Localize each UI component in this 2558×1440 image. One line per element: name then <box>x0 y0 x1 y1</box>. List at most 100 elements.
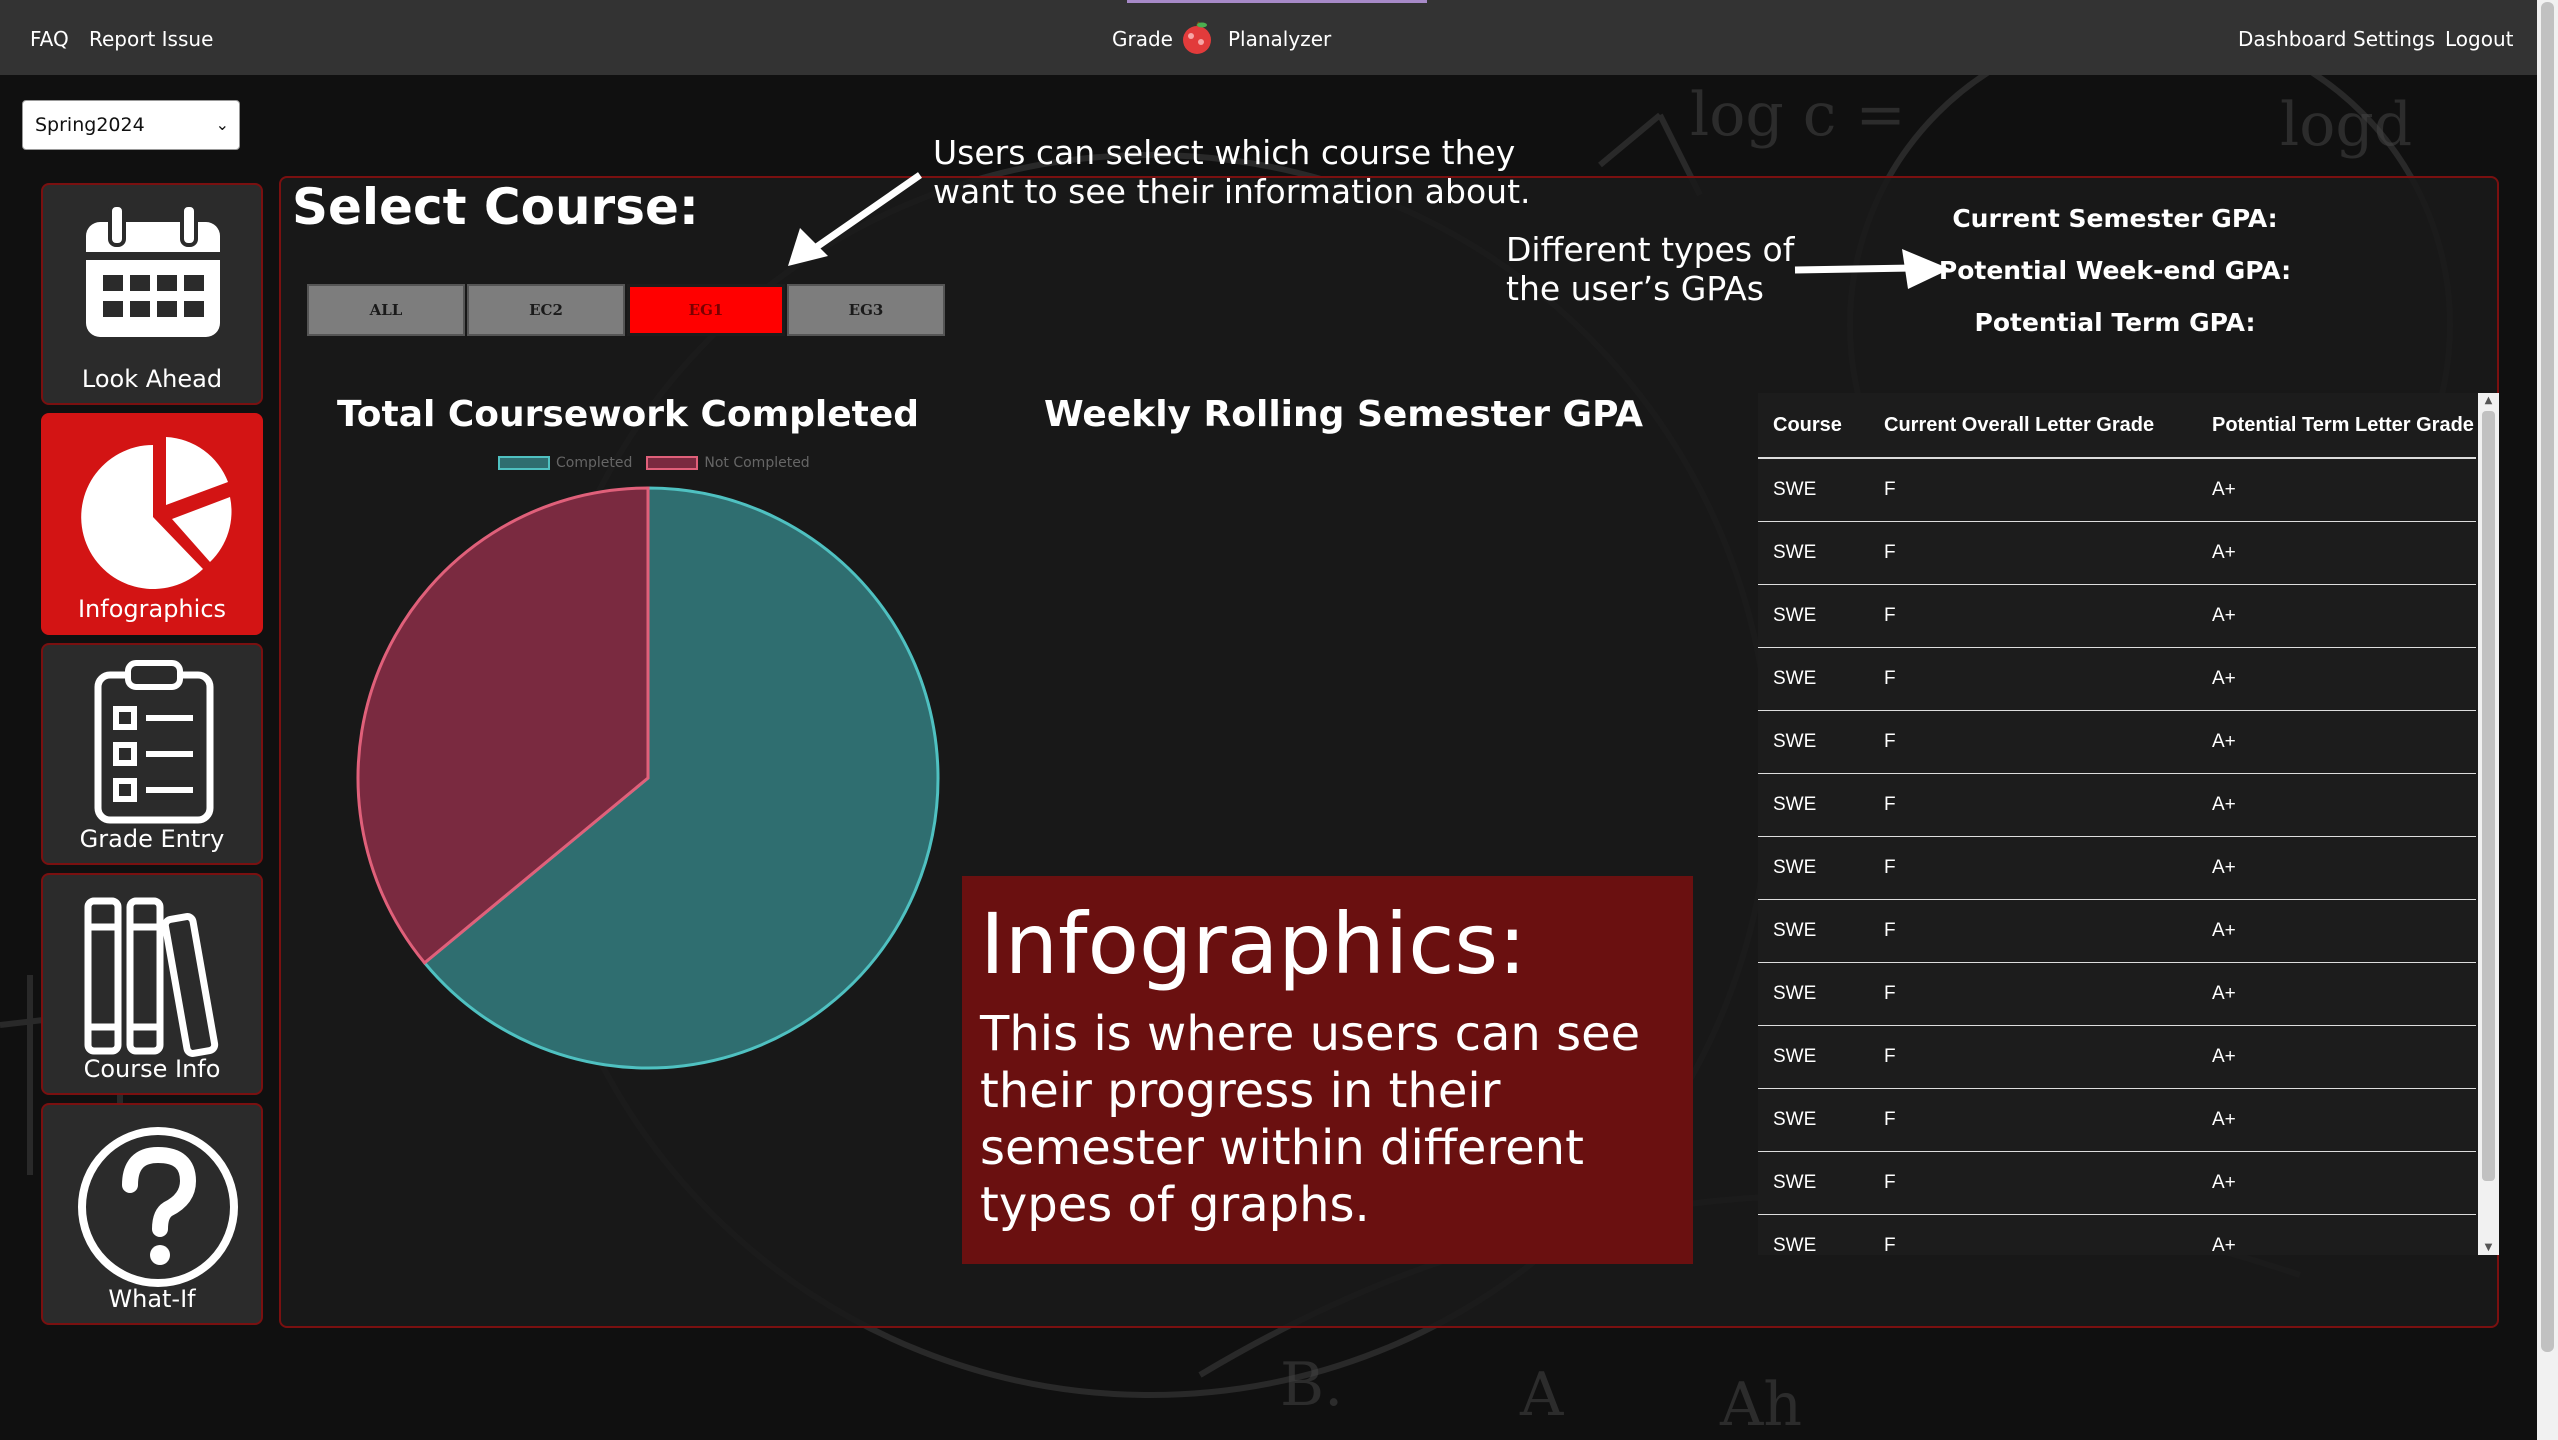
pie-slice-not-completed <box>356 486 650 965</box>
svg-text:B.: B. <box>1280 1350 1343 1420</box>
cell-current-grade: F <box>1869 521 2197 585</box>
brand-name-right: Planalyzer <box>1228 27 1332 51</box>
cell-potential-grade: A+ <box>2197 458 2476 522</box>
table-row: SWE F A+ <box>1758 1151 2476 1215</box>
cell-course: SWE <box>1758 1151 1869 1215</box>
table-row: SWE F A+ <box>1758 836 2476 900</box>
table-row: SWE F A+ <box>1758 962 2476 1026</box>
current-semester-gpa: Current Semester GPA: <box>1952 204 2278 233</box>
table-row: SWE F A+ <box>1758 521 2476 585</box>
tab-eg3[interactable]: EG3 <box>787 284 945 336</box>
cell-course: SWE <box>1758 962 1869 1026</box>
svg-text:log c =: log c = <box>1690 80 1906 150</box>
report-issue-link[interactable]: Report Issue <box>89 27 214 51</box>
info-box-body: This is where users can see their progre… <box>980 1006 1641 1233</box>
logout-link[interactable]: Logout <box>2445 27 2514 51</box>
infographics-info-box: Infographics: This is where users can se… <box>962 876 1693 1264</box>
cell-potential-grade: A+ <box>2197 773 2476 837</box>
grades-table-container[interactable]: Course Current Overall Letter Grade Pote… <box>1758 393 2499 1255</box>
cell-potential-grade: A+ <box>2197 521 2476 585</box>
potential-term-gpa: Potential Term GPA: <box>1974 308 2256 337</box>
cell-potential-grade: A+ <box>2197 899 2476 963</box>
cell-potential-grade: A+ <box>2197 710 2476 774</box>
semester-select[interactable]: Spring2024 ⌄ <box>22 100 240 150</box>
table-row: SWE F A+ <box>1758 710 2476 774</box>
arrow-down-left-icon <box>788 172 922 266</box>
table-row: SWE F A+ <box>1758 584 2476 648</box>
cell-course: SWE <box>1758 899 1869 963</box>
grades-table-body: SWE F A+ SWE F A+ SWE F A+ SWE F A+ SWE F A+ SWE F A+ SWE F… <box>1758 458 2476 1255</box>
cell-potential-grade: A+ <box>2197 1025 2476 1089</box>
cell-current-grade: F <box>1869 773 2197 837</box>
top-nav-bar: FAQ Report Issue Grade Planalyzer Dashbo… <box>0 0 2537 75</box>
sidebar-item-grade-entry[interactable]: Grade Entry <box>41 643 263 865</box>
tab-all[interactable]: ALL <box>307 284 465 336</box>
grades-table: Course Current Overall Letter Grade Pote… <box>1758 393 2476 1255</box>
cell-course: SWE <box>1758 1214 1869 1255</box>
dashboard-link[interactable]: Dashboard <box>2238 27 2347 51</box>
table-row: SWE F A+ <box>1758 899 2476 963</box>
cell-course: SWE <box>1758 773 1869 837</box>
table-row: SWE F A+ <box>1758 1214 2476 1255</box>
cell-potential-grade: A+ <box>2197 836 2476 900</box>
legend-label-completed: Completed <box>556 455 633 471</box>
active-tab-indicator <box>1127 0 1427 3</box>
annotation-gpa-types: Different types of the user’s GPAs <box>1506 230 1795 308</box>
clipboard-checklist-icon <box>94 660 214 824</box>
line-chart-title: Weekly Rolling Semester GPA <box>1044 394 1644 435</box>
question-circle-icon <box>78 1127 238 1287</box>
scroll-up-arrow-icon[interactable]: ▲ <box>2484 395 2493 406</box>
tab-ec2[interactable]: EC2 <box>467 284 625 336</box>
potential-week-end-gpa: Potential Week-end GPA: <box>1938 256 2292 285</box>
svg-text:logd: logd <box>2280 90 2412 160</box>
cell-current-grade: F <box>1869 710 2197 774</box>
sidebar-item-infographics[interactable]: Infographics <box>41 413 263 635</box>
cell-course: SWE <box>1758 647 1869 711</box>
cell-current-grade: F <box>1869 1214 2197 1255</box>
column-header-course: Course <box>1758 393 1869 459</box>
table-scrollbar[interactable]: ▲ ▼ <box>2478 393 2499 1255</box>
sidebar-item-label: Grade Entry <box>79 825 225 853</box>
sidebar-item-course-info[interactable]: Course Info <box>41 873 263 1095</box>
pie-chart-icon <box>81 437 232 589</box>
column-header-potential-grade: Potential Term Letter Grade <box>2197 393 2476 459</box>
cell-current-grade: F <box>1869 962 2197 1026</box>
info-box-heading: Infographics: <box>980 895 1527 993</box>
cell-current-grade: F <box>1869 584 2197 648</box>
cell-course: SWE <box>1758 1088 1869 1152</box>
table-scroll-thumb[interactable] <box>2482 411 2495 1181</box>
pie-slice-completed <box>422 486 940 1070</box>
cell-current-grade: F <box>1869 1088 2197 1152</box>
legend-label-not-completed: Not Completed <box>704 455 810 471</box>
sidebar-item-label: Infographics <box>77 595 227 623</box>
pie-legend: Completed Not Completed <box>498 455 810 471</box>
sidebar-item-what-if[interactable]: What-If <box>41 1103 263 1325</box>
select-course-title: Select Course: <box>292 178 699 236</box>
calendar-icon <box>86 203 220 337</box>
cell-potential-grade: A+ <box>2197 647 2476 711</box>
sidebar-item-look-ahead[interactable]: Look Ahead <box>41 183 263 405</box>
faq-link[interactable]: FAQ <box>30 27 69 51</box>
table-row: SWE F A+ <box>1758 773 2476 837</box>
sidebar-item-label: Look Ahead <box>81 365 223 393</box>
cell-potential-grade: A+ <box>2197 962 2476 1026</box>
cell-potential-grade: A+ <box>2197 584 2476 648</box>
page-scrollbar[interactable] <box>2537 0 2558 1440</box>
cell-current-grade: F <box>1869 1025 2197 1089</box>
course-tabs: ALL EC2 EG1 EG3 <box>307 284 947 336</box>
cell-course: SWE <box>1758 458 1869 522</box>
annotation-select-course: Users can select which course they want … <box>933 133 1531 211</box>
settings-link[interactable]: Settings <box>2353 27 2436 51</box>
legend-swatch-not-completed <box>646 456 699 470</box>
svg-text:A: A <box>1519 1360 1564 1430</box>
table-header-row: Course Current Overall Letter Grade Pote… <box>1758 393 2476 459</box>
cell-current-grade: F <box>1869 458 2197 522</box>
cell-course: SWE <box>1758 521 1869 585</box>
apple-logo-icon <box>1183 21 1211 54</box>
svg-text:Ah: Ah <box>1719 1370 1802 1440</box>
cell-current-grade: F <box>1869 836 2197 900</box>
table-row: SWE F A+ <box>1758 1025 2476 1089</box>
brand-name-left: Grade <box>1112 27 1173 51</box>
tab-eg1[interactable]: EG1 <box>627 284 785 336</box>
scroll-down-arrow-icon[interactable]: ▼ <box>2484 1242 2493 1253</box>
